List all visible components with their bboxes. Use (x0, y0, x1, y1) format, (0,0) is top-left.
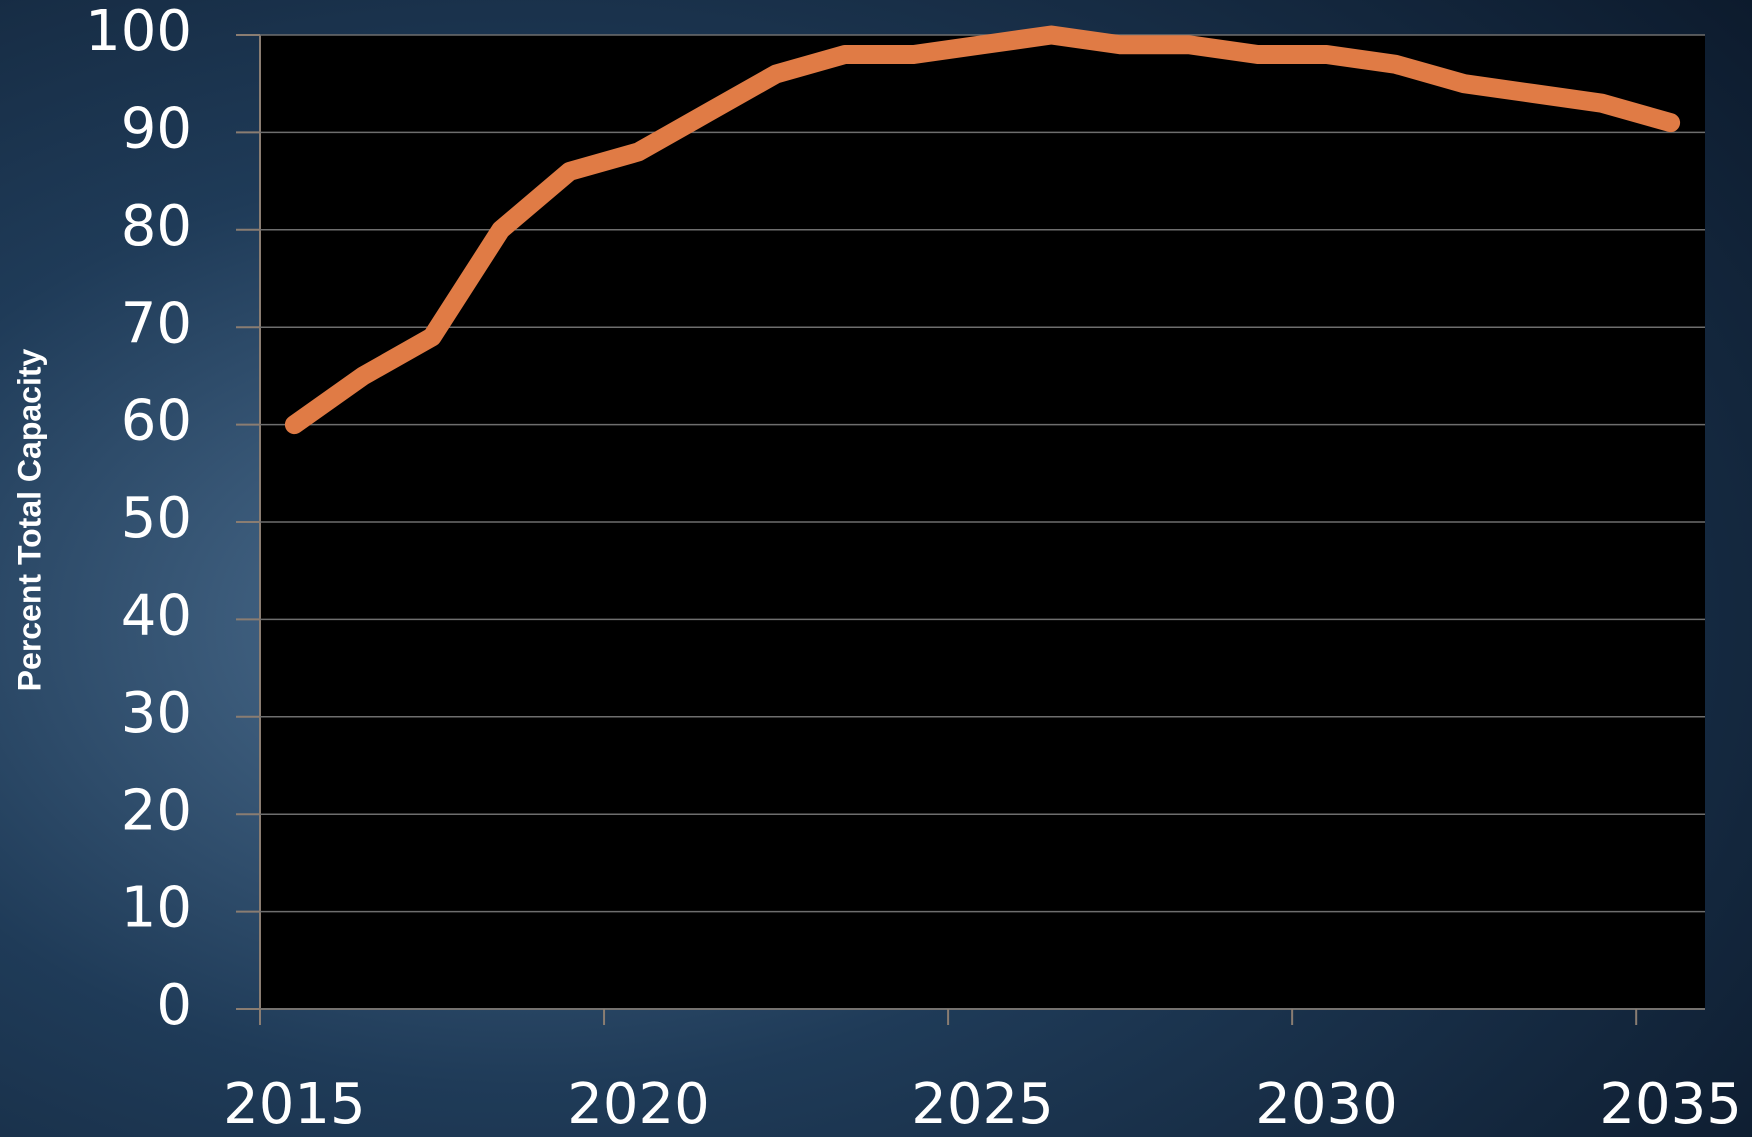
y-tick-label: 50 (121, 486, 192, 551)
y-tick-label: 40 (121, 584, 192, 649)
data-line (284, 25, 1681, 435)
x-tick-label: 2025 (911, 1072, 1054, 1137)
y-tick-label: 10 (121, 876, 192, 941)
y-axis-label: Percent Total Capacity (11, 348, 47, 691)
x-tick-label: 2030 (1255, 1072, 1398, 1137)
y-tick-label: 100 (85, 0, 192, 64)
y-tick-label: 0 (156, 973, 192, 1038)
y-tick-label: 90 (121, 97, 192, 162)
x-tick-label: 2020 (567, 1072, 710, 1137)
x-tick-label: 2015 (223, 1072, 366, 1137)
x-tick-label: 2035 (1599, 1072, 1742, 1137)
y-tick-label: 60 (121, 389, 192, 454)
y-tick-label: 20 (121, 778, 192, 843)
y-tick-label: 70 (121, 291, 192, 356)
y-tick-label: 80 (121, 194, 192, 259)
y-tick-label: 30 (121, 681, 192, 746)
